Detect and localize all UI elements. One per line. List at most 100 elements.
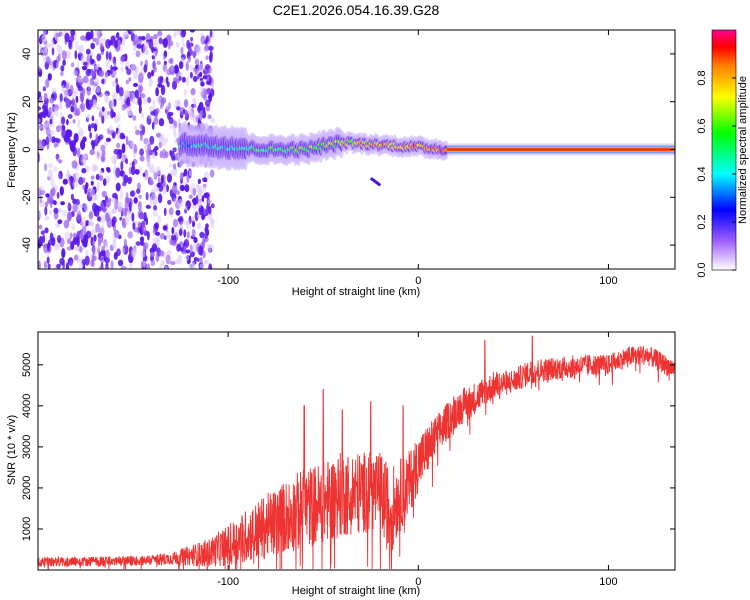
noise-blob — [79, 230, 84, 240]
x-tick-label: -100 — [217, 275, 239, 287]
noise-blob — [183, 89, 187, 97]
noise-blob — [70, 175, 73, 186]
noise-blob — [45, 56, 51, 65]
noise-blob — [96, 53, 102, 62]
noise-blob — [139, 155, 145, 162]
noise-blob — [101, 150, 106, 157]
noise-blob — [56, 61, 59, 69]
noise-blob — [165, 254, 171, 265]
noise-blob — [141, 125, 146, 136]
noise-blob — [157, 83, 163, 88]
noise-blob — [175, 209, 181, 216]
noise-blob — [66, 211, 73, 221]
noise-blob — [60, 201, 65, 206]
spectrogram-ticks: -100 0 100 -40 -20 0 20 40 — [21, 30, 675, 287]
noise-blob — [180, 221, 184, 230]
noise-blob — [53, 142, 58, 148]
noise-blob — [111, 131, 116, 139]
noise-blob — [132, 115, 137, 121]
spectrogram-panel: -100 0 100 -40 -20 0 20 40 Height of straight l… — [6, 29, 676, 298]
noise-blob — [150, 111, 156, 116]
noise-blob — [87, 79, 92, 91]
snr-panel: -100 0 100 1000 2000 3000 4000 5000 Height of s… — [6, 331, 676, 597]
noise-blob — [184, 254, 190, 261]
noise-blob — [73, 109, 80, 116]
noise-blob — [111, 111, 116, 118]
noise-blob — [38, 224, 43, 230]
noise-blob — [69, 232, 73, 239]
noise-blob — [188, 194, 193, 199]
noise-blob — [116, 32, 120, 39]
noise-blob — [69, 260, 73, 267]
noise-blob — [147, 71, 152, 79]
noise-blob — [194, 211, 199, 222]
noise-blob — [63, 134, 70, 143]
noise-blob — [95, 37, 100, 46]
noise-blob — [186, 231, 190, 239]
noise-blob — [153, 33, 158, 40]
noise-blob — [119, 189, 124, 201]
noise-blob — [180, 247, 184, 252]
noise-blob — [180, 46, 184, 55]
noise-blob — [104, 71, 109, 78]
noise-blob — [50, 106, 57, 116]
noise-blob — [84, 249, 89, 256]
noise-blob — [100, 51, 105, 56]
noise-blob — [121, 134, 126, 140]
noise-blob — [193, 114, 199, 125]
noise-blob — [133, 197, 138, 204]
noise-blob — [121, 36, 126, 46]
noise-blob — [104, 140, 109, 147]
snr-frame — [37, 331, 676, 571]
noise-blob — [189, 111, 194, 117]
noise-blob — [59, 123, 63, 133]
noise-blob — [86, 54, 90, 66]
noise-blob — [138, 201, 142, 211]
noise-blob — [74, 50, 78, 60]
noise-blob — [112, 239, 117, 250]
noise-blob — [170, 261, 176, 266]
noise-blob — [75, 40, 79, 51]
noise-blob — [203, 95, 208, 101]
noise-blob — [167, 112, 171, 120]
noise-blob — [64, 32, 70, 43]
x-tick-label: 100 — [599, 576, 617, 588]
noise-blob — [129, 93, 133, 103]
noise-blob — [85, 182, 89, 190]
noise-blob — [88, 220, 91, 226]
noise-blob — [56, 138, 61, 144]
noise-blob — [198, 101, 204, 111]
noise-blob — [63, 90, 69, 99]
noise-blob — [72, 119, 76, 124]
noise-blob — [85, 230, 92, 239]
noise-blob — [46, 256, 50, 264]
noise-blob — [164, 265, 168, 269]
noise-blob — [105, 59, 110, 69]
noise-blob — [152, 210, 159, 218]
noise-blob — [77, 85, 83, 92]
noise-blob — [66, 119, 69, 126]
noise-blob — [124, 207, 128, 217]
noise-blob — [116, 142, 121, 149]
noise-blob — [121, 152, 125, 162]
noise-blob — [128, 111, 133, 116]
noise-blob — [187, 55, 191, 63]
noise-blob — [94, 30, 100, 38]
noise-blob — [145, 217, 148, 226]
noise-blob — [90, 122, 95, 129]
noise-blob — [122, 31, 128, 38]
noise-blob — [204, 192, 210, 199]
noise-blob — [72, 203, 78, 213]
noise-blob — [104, 93, 109, 104]
noise-blob — [195, 64, 199, 70]
noise-blob — [202, 208, 207, 216]
noise-blob — [159, 134, 165, 141]
noise-blob — [146, 97, 152, 103]
noise-blob — [134, 89, 139, 99]
noise-blob — [195, 195, 199, 205]
noise-blob — [90, 180, 94, 186]
noise-blob — [59, 257, 65, 266]
noise-blob — [178, 61, 184, 70]
noise-blob — [95, 150, 102, 160]
noise-blob — [174, 99, 181, 105]
